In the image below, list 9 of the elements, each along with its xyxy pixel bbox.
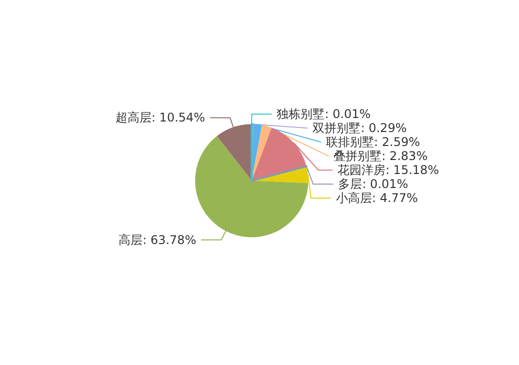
slice-label: 小高层: 4.77% [336, 191, 418, 206]
slice-label: 双拼别墅: 0.29% [312, 121, 407, 136]
slice-label: 花园洋房: 15.18% [337, 163, 440, 178]
slice-label: 独栋别墅: 0.01% [276, 107, 371, 122]
slice-label: 叠拼别墅: 2.83% [334, 149, 428, 164]
slice-label: 多层: 0.01% [338, 177, 408, 192]
slice-label: 联排别墅: 2.59% [326, 135, 420, 150]
slice-label: 高层: 63.78% [118, 232, 196, 247]
slice-label: 超高层: 10.54% [115, 110, 206, 125]
